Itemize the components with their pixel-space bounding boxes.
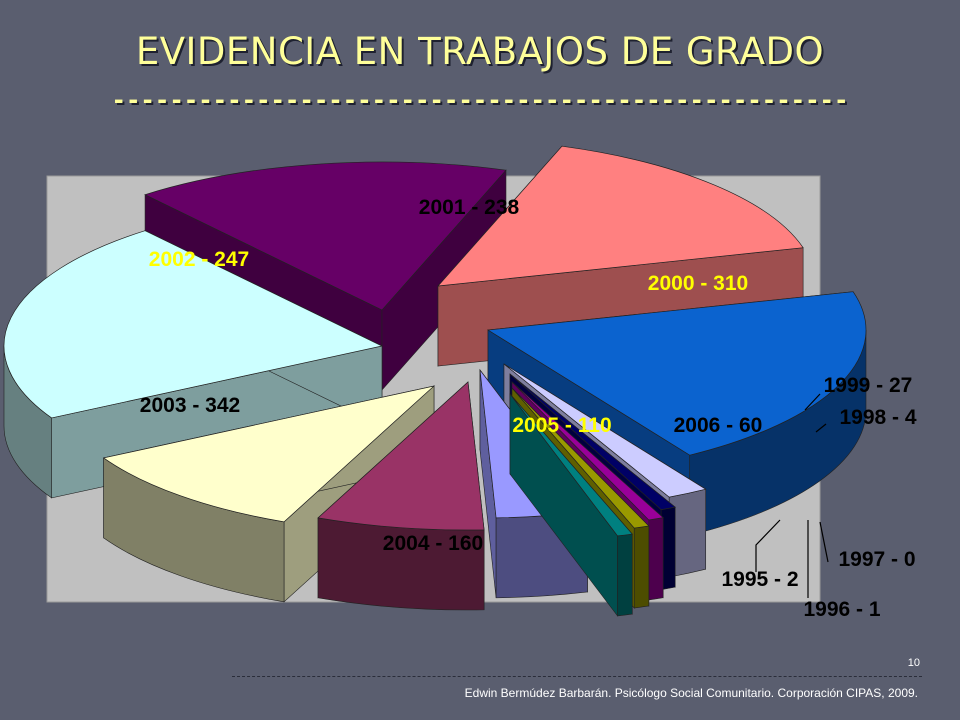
leader-line-1999 bbox=[804, 393, 821, 411]
slice-label-2000: 2000 - 310 bbox=[648, 272, 748, 295]
leader-line-1997 bbox=[819, 521, 829, 563]
title-divider: ----------------------------------------… bbox=[111, 86, 849, 114]
slice-label-2004: 2004 - 160 bbox=[383, 532, 483, 555]
slice-label-1997: 1997 - 0 bbox=[838, 548, 915, 571]
footer-credit: Edwin Bermúdez Barbarán. Psicólogo Socia… bbox=[464, 686, 918, 700]
footer-divider bbox=[232, 676, 922, 677]
slice-label-1996: 1996 - 1 bbox=[803, 598, 880, 621]
pie-slice-1995 bbox=[509, 393, 633, 617]
pie-slices bbox=[3, 145, 867, 617]
leader-line-1998 bbox=[815, 423, 827, 433]
slice-label-2005: 2005 - 110 bbox=[512, 414, 611, 437]
slice-label-1999: 1999 - 27 bbox=[824, 374, 913, 397]
slice-label-2006: 2006 - 60 bbox=[674, 414, 763, 437]
slice-label-2002: 2002 - 247 bbox=[149, 248, 249, 271]
leader-line-1995 bbox=[755, 519, 781, 572]
leader-lines bbox=[755, 393, 829, 598]
slice-label-1995: 1995 - 2 bbox=[721, 568, 798, 591]
slide-title: EVIDENCIA EN TRABAJOS DE GRADO bbox=[135, 30, 825, 73]
pie-slice-2005 bbox=[317, 381, 485, 611]
slice-label-2001: 2001 - 238 bbox=[419, 196, 520, 219]
slice-labels: 2000 - 310 1999 - 27 1998 - 4 1997 - 0 1996 … bbox=[140, 196, 917, 621]
page-number: 10 bbox=[907, 657, 920, 669]
slice-label-1998: 1998 - 4 bbox=[839, 406, 916, 429]
slice-label-2003: 2003 - 342 bbox=[140, 394, 240, 417]
